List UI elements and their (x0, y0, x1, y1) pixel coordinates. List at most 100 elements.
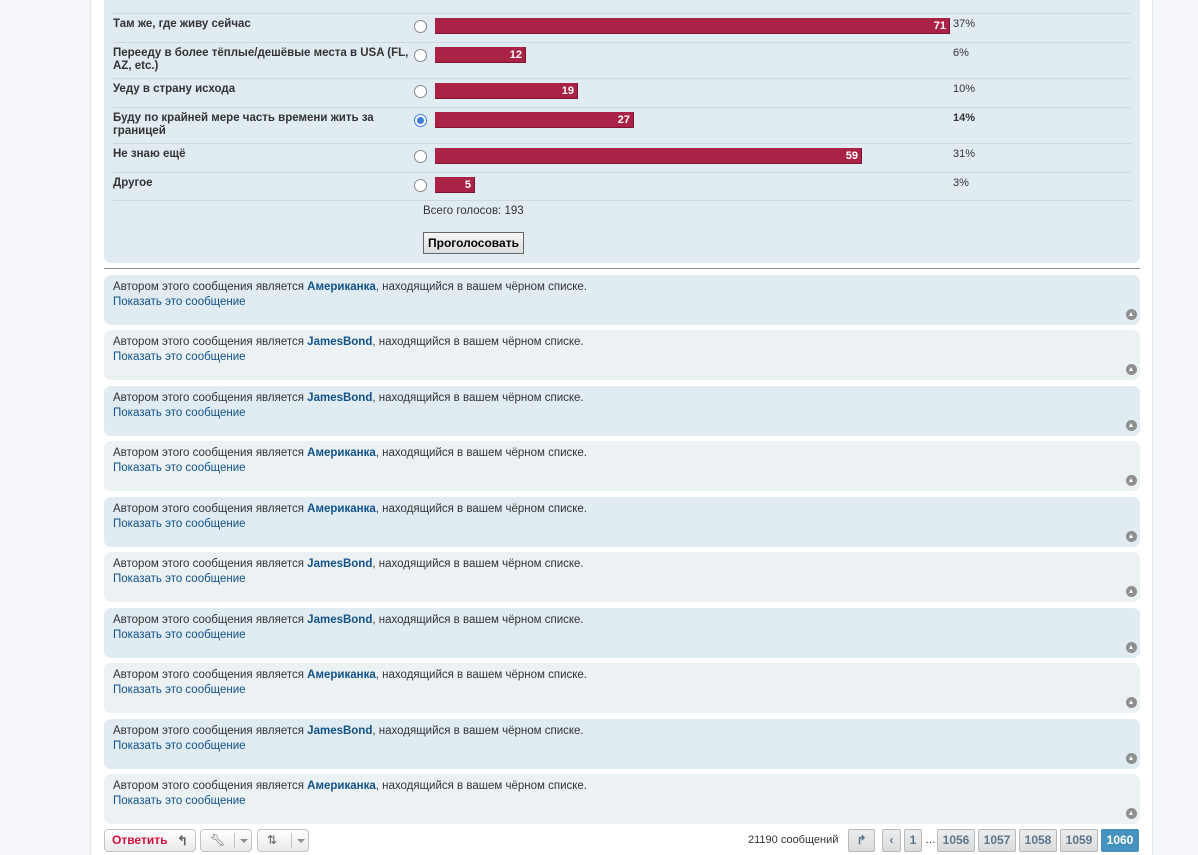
reply-arrow-icon: ↰ (177, 833, 188, 848)
blocked-post: Автором этого сообщения является JamesBo… (104, 386, 1140, 436)
poll-option: Другое (113, 172, 1131, 200)
button-divider (291, 833, 292, 848)
author-link[interactable]: JamesBond (307, 614, 373, 626)
divider (104, 268, 1140, 269)
poll-option-radio[interactable] (414, 85, 427, 98)
author-link[interactable]: JamesBond (307, 336, 373, 348)
poll-option-radio[interactable] (414, 114, 427, 127)
poll-result-percent: 3% (953, 177, 969, 189)
vote-button[interactable]: Проголосовать (423, 232, 524, 254)
button-divider (234, 833, 235, 848)
poll-option-label: Там же, где живу сейчас (113, 18, 251, 30)
poll-result-bar: 27 (435, 112, 634, 128)
blocked-post: Автором этого сообщения является Америка… (104, 774, 1140, 824)
poll-result-bar: 19 (435, 83, 578, 99)
poll-option-radio[interactable] (414, 150, 427, 163)
notice-suffix: , находящийся в вашем чёрном списке. (375, 503, 587, 515)
poll-option: Там же, где живу сейчас (113, 13, 1131, 42)
poll-option-label: Не знаю ещё (113, 148, 186, 160)
blocked-post-notice: Автором этого сообщения является Америка… (113, 281, 587, 293)
sort-button[interactable]: ⇅ (257, 829, 309, 852)
show-post-link[interactable]: Показать это сообщение (113, 629, 246, 641)
show-post-link[interactable]: Показать это сообщение (113, 573, 246, 585)
poll-result-bar: 71 (435, 18, 950, 34)
notice-prefix: Автором этого сообщения является (113, 503, 304, 515)
poll-result-percent: 31% (953, 148, 976, 160)
poll-option-radio[interactable] (414, 49, 427, 62)
notice-prefix: Автором этого сообщения является (113, 336, 304, 348)
poll-result-percent: 37% (953, 18, 976, 30)
page-link[interactable]: 1057 (978, 829, 1016, 852)
back-to-top-icon[interactable] (1126, 420, 1137, 431)
author-link[interactable]: JamesBond (307, 725, 373, 737)
author-link[interactable]: Американка (307, 780, 376, 792)
blocked-post-notice: Автором этого сообщения является JamesBo… (113, 614, 584, 626)
page-link[interactable]: 1056 (937, 829, 975, 852)
poll-option: Не знаю ещё (113, 143, 1131, 172)
notice-suffix: , находящийся в вашем чёрном списке. (372, 725, 584, 737)
notice-suffix: , находящийся в вашем чёрном списке. (372, 558, 584, 570)
blocked-post-notice: Автором этого сообщения является JamesBo… (113, 336, 584, 348)
chevron-down-icon (240, 839, 248, 843)
show-post-link[interactable]: Показать это сообщение (113, 351, 246, 363)
show-post-link[interactable]: Показать это сообщение (113, 740, 246, 752)
blocked-post: Автором этого сообщения является JamesBo… (104, 330, 1140, 380)
poll-option-radio[interactable] (414, 179, 427, 192)
show-post-link[interactable]: Показать это сообщение (113, 296, 246, 308)
back-to-top-icon[interactable] (1126, 753, 1137, 764)
notice-suffix: , находящийся в вашем чёрном списке. (375, 447, 587, 459)
show-post-link[interactable]: Показать это сообщение (113, 462, 246, 474)
notice-suffix: , находящийся в вашем чёрном списке. (372, 392, 584, 404)
show-post-link[interactable]: Показать это сообщение (113, 795, 246, 807)
topic-tools-button[interactable]: 🔧︎ (200, 829, 252, 852)
notice-suffix: , находящийся в вашем чёрном списке. (372, 614, 584, 626)
author-link[interactable]: Американка (307, 503, 376, 515)
back-to-top-icon[interactable] (1126, 531, 1137, 542)
author-link[interactable]: JamesBond (307, 558, 373, 570)
back-to-top-icon[interactable] (1126, 642, 1137, 653)
show-post-link[interactable]: Показать это сообщение (113, 684, 246, 696)
show-post-link[interactable]: Показать это сообщение (113, 407, 246, 419)
jump-to-page-button[interactable]: ↱ (848, 829, 875, 852)
page-link[interactable]: 1058 (1019, 829, 1057, 852)
back-to-top-icon[interactable] (1126, 475, 1137, 486)
poll-option-label: Буду по крайней мере часть времени жить … (113, 112, 374, 137)
poll-option: Перееду в более тёплые/дешёвые места в U… (113, 42, 1131, 78)
author-link[interactable]: Американка (307, 447, 376, 459)
blocked-post: Автором этого сообщения является JamesBo… (104, 719, 1140, 769)
author-link[interactable]: Американка (307, 669, 376, 681)
page-link[interactable]: 1059 (1060, 829, 1098, 852)
blocked-post: Автором этого сообщения является Америка… (104, 275, 1140, 325)
share-arrow-icon: ↱ (856, 833, 867, 847)
notice-prefix: Автором этого сообщения является (113, 281, 304, 293)
back-to-top-icon[interactable] (1126, 364, 1137, 375)
pagination-ellipsis: … (925, 834, 936, 846)
post-count: 21190 сообщений (748, 834, 839, 846)
author-link[interactable]: JamesBond (307, 392, 373, 404)
blocked-post-notice: Автором этого сообщения является JamesBo… (113, 558, 584, 570)
show-post-link[interactable]: Показать это сообщение (113, 518, 246, 530)
poll-result-percent: 6% (953, 47, 969, 59)
poll-result-percent: 14% (953, 112, 976, 124)
blocked-post-notice: Автором этого сообщения является Америка… (113, 447, 587, 459)
blocked-post-notice: Автором этого сообщения является JamesBo… (113, 392, 584, 404)
back-to-top-icon[interactable] (1126, 309, 1137, 320)
back-to-top-icon[interactable] (1126, 586, 1137, 597)
notice-suffix: , находящийся в вашем чёрном списке. (375, 669, 587, 681)
blocked-post: Автором этого сообщения является JamesBo… (104, 608, 1140, 658)
reply-button[interactable]: Ответить ↰ (104, 829, 196, 852)
page-link[interactable]: 1 (904, 829, 922, 852)
back-to-top-icon[interactable] (1126, 808, 1137, 819)
poll-divider (113, 200, 1131, 201)
poll-option-radio[interactable] (414, 20, 427, 33)
back-to-top-icon[interactable] (1126, 697, 1137, 708)
blocked-post-notice: Автором этого сообщения является Америка… (113, 503, 587, 515)
notice-prefix: Автором этого сообщения является (113, 447, 304, 459)
blocked-post-notice: Автором этого сообщения является Америка… (113, 780, 587, 792)
reply-label: Ответить (112, 833, 168, 847)
notice-prefix: Автором этого сообщения является (113, 614, 304, 626)
blocked-post: Автором этого сообщения является Америка… (104, 663, 1140, 713)
previous-page-button[interactable]: ‹ (882, 829, 901, 852)
blocked-post: Автором этого сообщения является JamesBo… (104, 552, 1140, 602)
author-link[interactable]: Американка (307, 281, 376, 293)
